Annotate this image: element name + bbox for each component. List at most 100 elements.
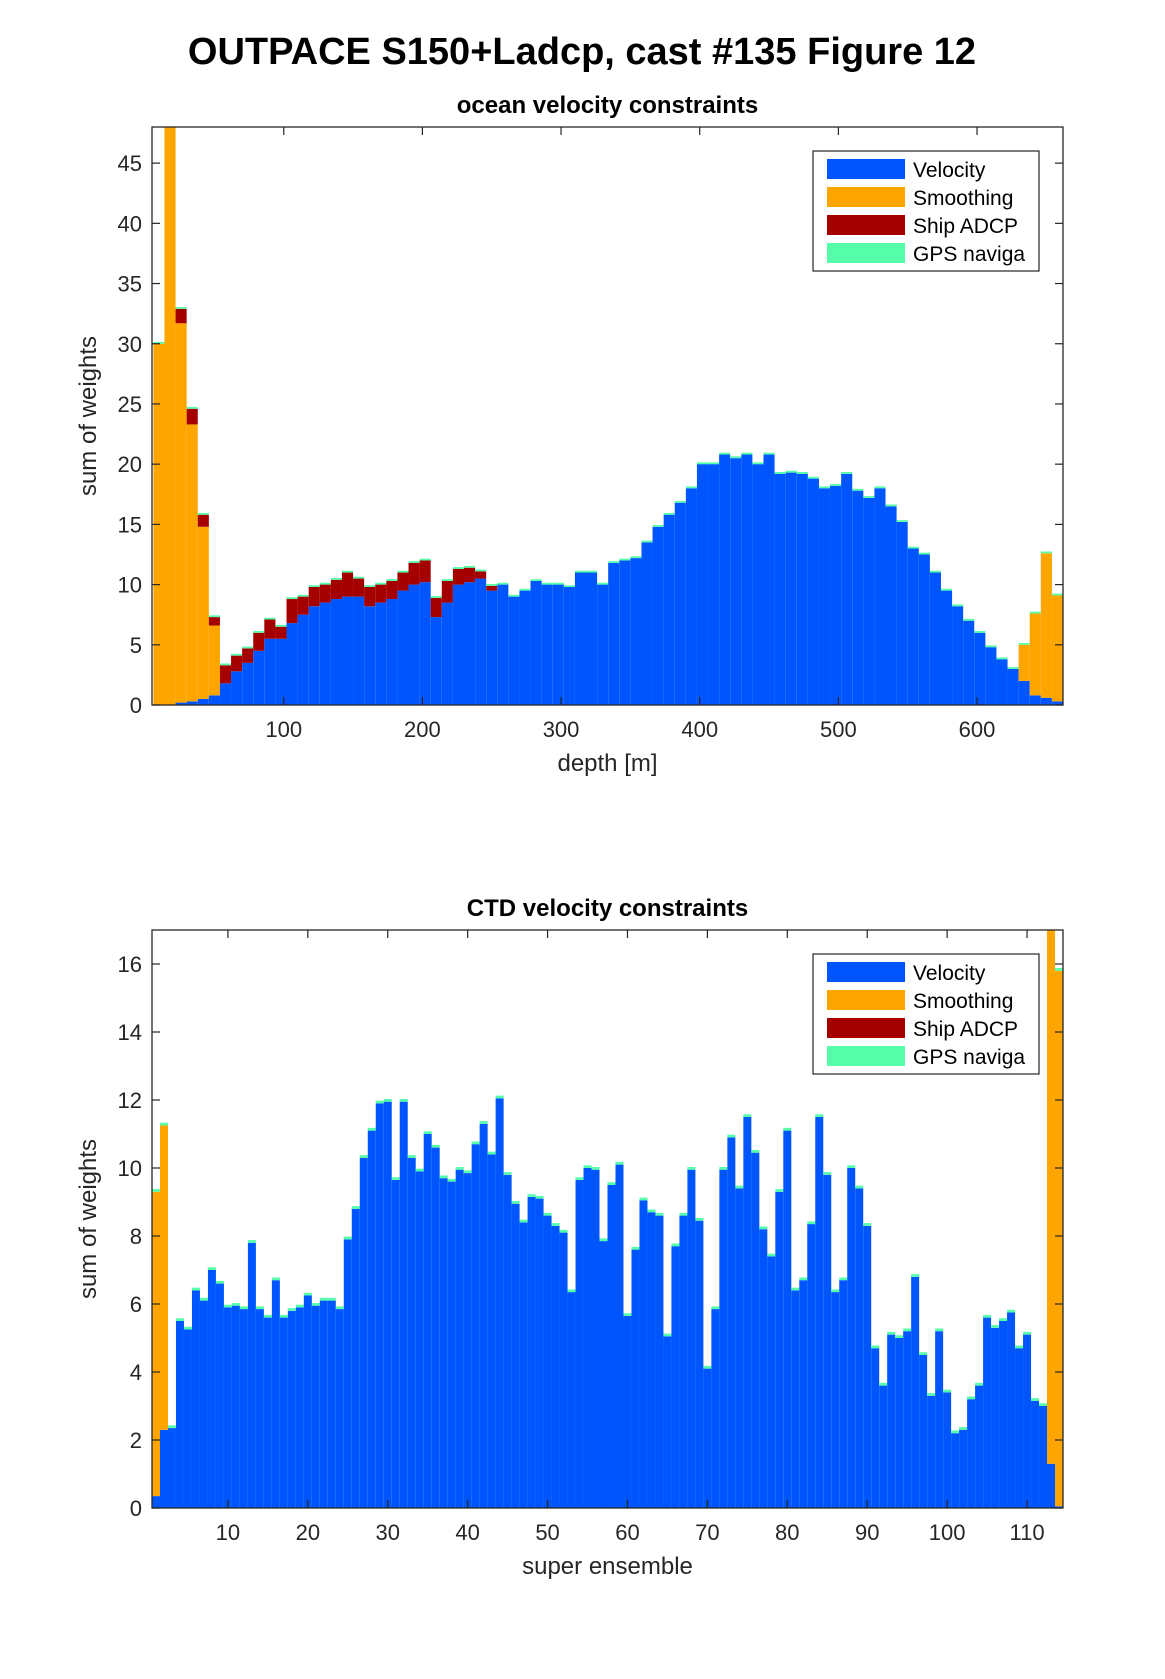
bar-gps-naviga: [1055, 968, 1063, 971]
x-tick-label: 110: [1010, 1520, 1045, 1545]
bar-ship-adcp: [286, 599, 298, 624]
x-tick-label: 60: [615, 1520, 639, 1545]
bar-gps-naviga: [911, 1274, 920, 1277]
bar-smoothing: [175, 323, 187, 703]
bar-velocity: [487, 1154, 496, 1508]
bar-smoothing: [1029, 613, 1041, 696]
bar-velocity: [975, 1385, 984, 1508]
bar-velocity: [896, 521, 908, 705]
y-tick-label: 30: [118, 332, 142, 357]
bar-gps-naviga: [839, 1277, 848, 1281]
x-tick-label: 500: [820, 717, 857, 742]
bar-gps-naviga: [231, 1302, 240, 1306]
bar-velocity: [319, 1300, 328, 1508]
bar-velocity: [431, 1147, 440, 1508]
bar-gps-naviga: [663, 1333, 672, 1337]
bar-gps-naviga: [275, 624, 287, 627]
bar-velocity: [951, 1433, 960, 1508]
bar-gps-naviga: [335, 1306, 344, 1310]
y-tick-label: 0: [130, 1496, 142, 1521]
bar-gps-naviga: [486, 583, 498, 586]
bar-velocity: [208, 695, 220, 705]
bar-velocity: [508, 596, 520, 705]
bar-gps-naviga: [711, 1306, 720, 1310]
bar-velocity: [785, 472, 797, 705]
bar-gps-naviga: [386, 579, 398, 581]
bar-gps-naviga: [341, 570, 354, 573]
bar-gps-naviga: [199, 1297, 208, 1301]
bar-velocity: [391, 1179, 400, 1508]
bar-gps-naviga: [183, 1326, 192, 1330]
bar-velocity: [503, 1174, 512, 1508]
bar-gps-naviga: [295, 1304, 304, 1308]
bar-velocity: [674, 502, 686, 705]
bar-gps-naviga: [615, 1161, 624, 1165]
bar-velocity: [874, 488, 886, 705]
bar-gps-naviga: [885, 504, 897, 507]
bar-gps-naviga: [896, 520, 908, 522]
bar-velocity: [186, 701, 198, 705]
bar-velocity: [1040, 697, 1052, 705]
bar-velocity: [663, 514, 675, 705]
bar-velocity: [727, 1137, 736, 1508]
bars: [153, 127, 1063, 705]
bar-gps-naviga: [311, 1302, 320, 1306]
bar-gps-naviga: [1007, 1309, 1016, 1313]
bar-velocity: [297, 614, 309, 705]
bar-velocity: [239, 1309, 248, 1508]
bar-velocity: [918, 554, 930, 705]
bar-gps-naviga: [783, 1127, 792, 1131]
bar-gps-naviga: [447, 1178, 456, 1182]
bar-gps-naviga: [871, 1345, 880, 1349]
bar-gps-naviga: [263, 1314, 272, 1318]
bar-velocity: [497, 584, 509, 705]
bar-gps-naviga: [452, 567, 464, 569]
bar-gps-naviga: [687, 1166, 696, 1170]
bar-gps-naviga: [575, 1177, 584, 1180]
bar-velocity: [552, 584, 564, 705]
bar-gps-naviga: [735, 1185, 744, 1189]
bar-gps-naviga: [197, 512, 209, 515]
bar-gps-naviga: [999, 1318, 1008, 1321]
bar-gps-naviga: [703, 1365, 712, 1369]
bar-gps-naviga: [415, 1168, 424, 1172]
bar-velocity: [399, 1101, 408, 1508]
bar-velocity: [375, 602, 387, 705]
y-tick-label: 6: [130, 1292, 142, 1317]
bar-velocity: [1039, 1406, 1048, 1508]
bar-velocity: [1015, 1348, 1024, 1508]
bar-velocity: [364, 606, 376, 705]
bar-gps-naviga: [541, 582, 553, 585]
bar-velocity: [903, 1331, 912, 1508]
bar-gps-naviga: [996, 657, 1008, 660]
bar-gps-naviga: [167, 1425, 176, 1429]
bar-ship-adcp: [275, 626, 287, 639]
x-tick-label: 70: [695, 1520, 719, 1545]
bar-velocity: [359, 1157, 368, 1508]
bar-velocity: [452, 584, 464, 705]
bar-ship-adcp: [353, 578, 365, 597]
bar-gps-naviga: [630, 556, 642, 559]
bar-gps-naviga: [863, 1223, 872, 1226]
bar-velocity: [423, 1134, 432, 1508]
bar-velocity: [743, 1117, 752, 1508]
bar-velocity: [279, 1317, 288, 1508]
bar-gps-naviga: [951, 1430, 960, 1434]
bar-gps-naviga: [730, 456, 742, 459]
bar-gps-naviga: [359, 1155, 368, 1158]
bar-velocity: [386, 599, 398, 705]
bar-velocity: [696, 464, 709, 705]
bar-velocity: [583, 1168, 592, 1508]
x-tick-label: 100: [265, 717, 302, 742]
bar-gps-naviga: [583, 1165, 592, 1168]
bar-ship-adcp: [375, 584, 387, 603]
y-tick-label: 10: [118, 573, 142, 598]
x-tick-label: 10: [216, 1520, 240, 1545]
bar-velocity: [486, 590, 498, 705]
bar-velocity: [463, 1173, 472, 1508]
y-tick-label: 14: [118, 1020, 142, 1045]
bar-gps-naviga: [497, 582, 509, 585]
bar-gps-naviga: [551, 1223, 560, 1226]
legend-swatch-smoothing: [827, 990, 905, 1010]
bar-velocity: [943, 1392, 952, 1508]
